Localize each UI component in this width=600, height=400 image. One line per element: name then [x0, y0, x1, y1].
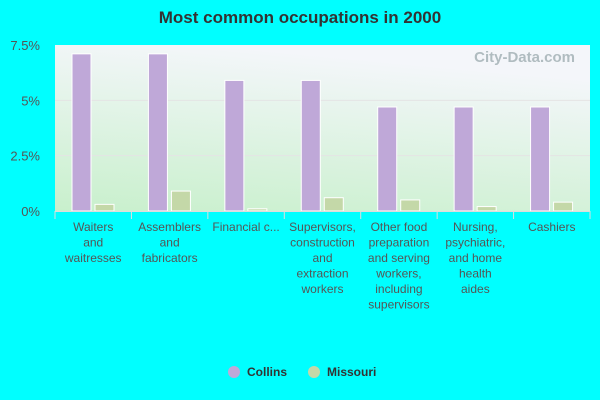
bar-collins[interactable] [453, 106, 474, 212]
bar-collins[interactable] [530, 106, 551, 212]
bar-missouri[interactable] [170, 190, 191, 212]
y-tick-label: 7.5% [10, 38, 40, 53]
bar-collins[interactable] [224, 79, 245, 212]
x-category-label: Cashiers [528, 220, 575, 234]
bar-collins[interactable] [300, 79, 321, 212]
bar-missouri[interactable] [94, 203, 115, 212]
bar-collins[interactable] [71, 53, 92, 212]
legend-swatch [228, 366, 240, 378]
legend-label: Missouri [327, 365, 376, 379]
y-tick-label: 0% [21, 204, 40, 219]
bar-missouri[interactable] [553, 201, 574, 212]
bar-missouri[interactable] [400, 199, 421, 212]
legend-swatch [308, 366, 320, 378]
x-category-label: Assemblers and fabricators [138, 220, 201, 265]
bar-missouri[interactable] [323, 197, 344, 212]
bar-missouri[interactable] [247, 208, 268, 212]
bar-collins[interactable] [147, 53, 168, 212]
legend-label: Collins [247, 365, 287, 379]
x-category-label: Waiters and waitresses [64, 220, 122, 265]
x-category-label: Nursing, psychiatric, and home health aides [445, 220, 505, 296]
watermark: City-Data.com [474, 49, 575, 66]
x-category-label: Supervisors, construction and extraction wor… [289, 220, 356, 296]
bar-collins[interactable] [377, 106, 398, 212]
chart-title: Most common occupations in 2000 [158, 8, 442, 27]
plot-area [55, 45, 590, 211]
y-tick-label: 5% [21, 93, 40, 108]
x-category-label: Financial c... [212, 220, 279, 234]
y-tick-label: 2.5% [10, 149, 40, 164]
x-category-label: Other food preparation and serving workers,… [368, 220, 430, 312]
bar-missouri[interactable] [476, 206, 497, 212]
